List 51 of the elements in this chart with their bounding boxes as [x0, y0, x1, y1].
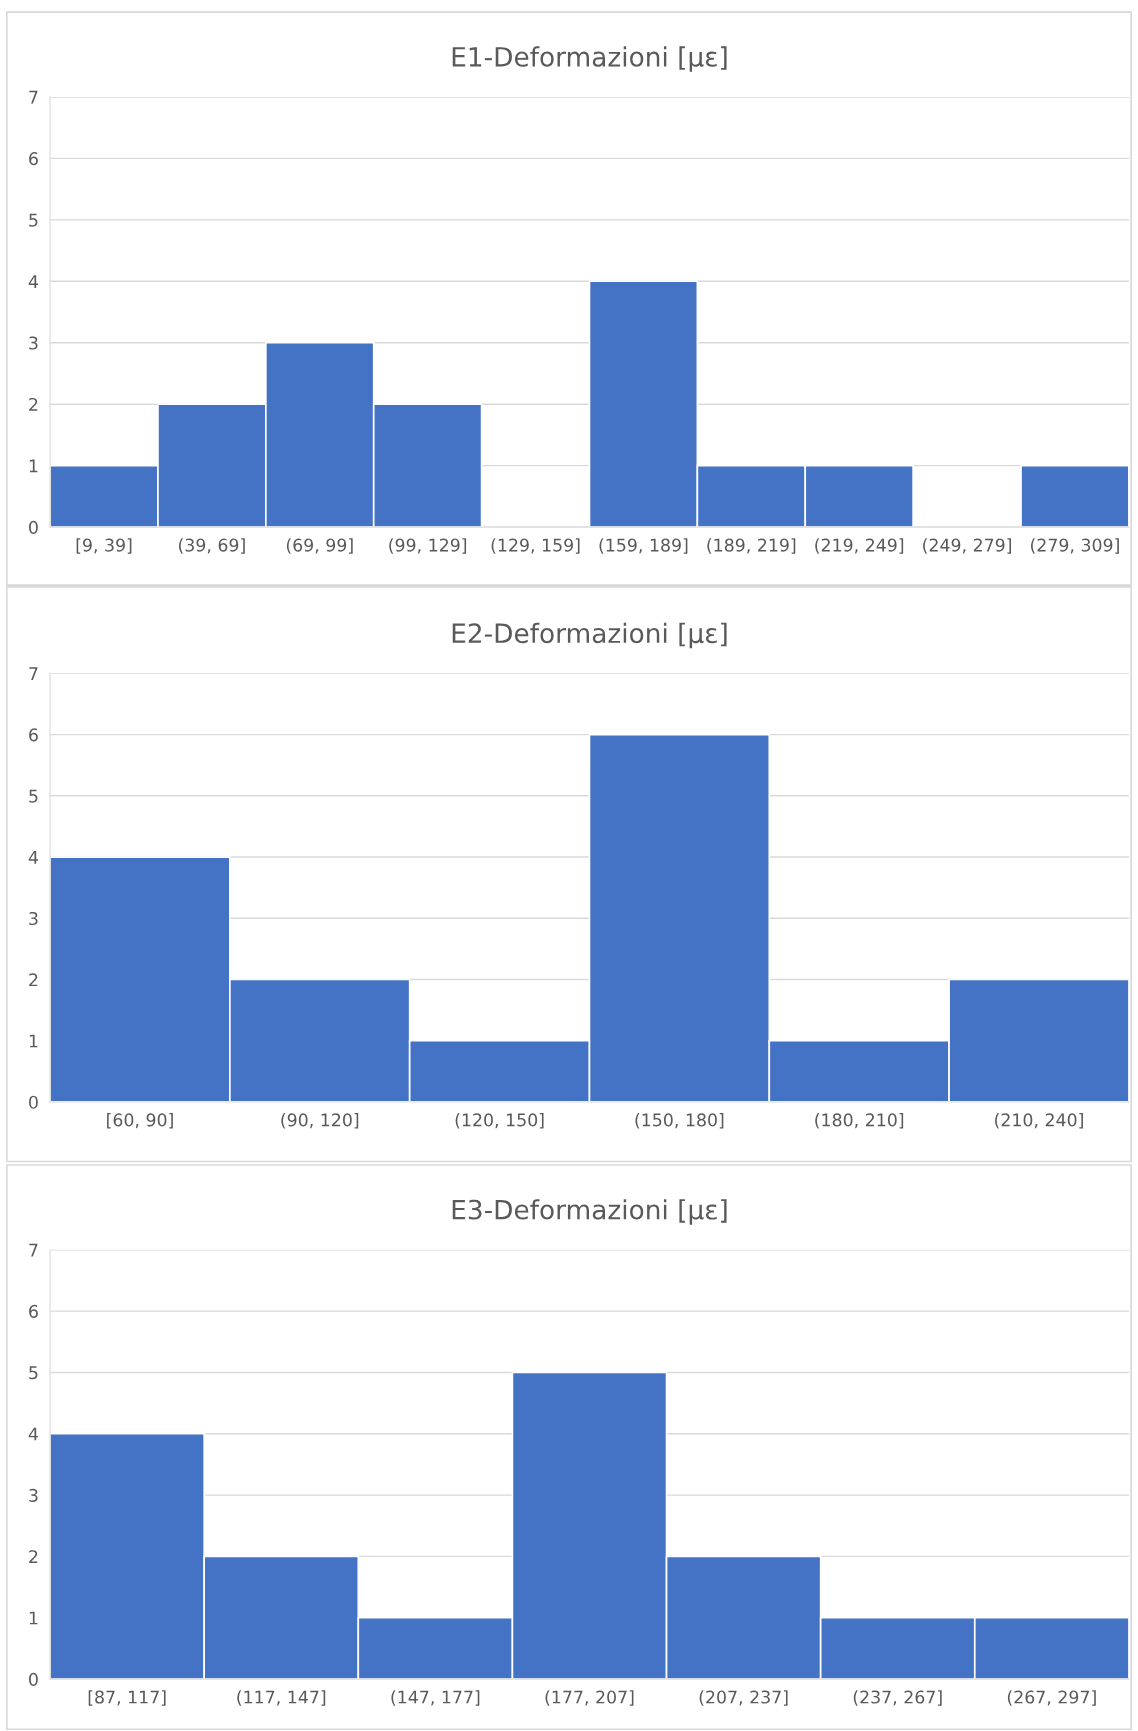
x-tick-label: [87, 117]	[88, 1690, 166, 1706]
x-tick-label: (189, 219]	[707, 538, 796, 554]
y-tick-label: 7	[29, 90, 38, 104]
y-tick-label: 1	[29, 1034, 38, 1048]
y-tick-label: 5	[29, 789, 38, 803]
chart-title: E3-Deformazioni [µε]	[452, 1199, 727, 1225]
bar	[1020, 464, 1129, 528]
y-tick-label: 2	[29, 973, 38, 987]
x-tick-label: (210, 240]	[995, 1113, 1083, 1129]
y-tick-label: 0	[29, 1095, 38, 1109]
x-tick-label: (120, 150]	[455, 1113, 544, 1129]
y-tick-label: 1	[29, 459, 38, 473]
x-tick-label: (159, 189]	[599, 538, 688, 554]
y-tick-label: 2	[29, 1550, 38, 1564]
x-tick-label: (279, 309]	[1031, 538, 1119, 554]
x-tick-label: (207, 237]	[699, 1690, 788, 1706]
y-tick-label: 0	[29, 520, 38, 534]
y-tick-label: 4	[28, 275, 38, 288]
y-tick-label: 6	[29, 728, 38, 742]
y-tick-label: 1	[29, 1611, 38, 1625]
y-tick-label: 3	[29, 336, 38, 350]
chart-title: E2-Deformazioni [µε]	[452, 622, 727, 649]
y-tick-label: 4	[28, 1427, 38, 1441]
x-tick-label: (180, 210]	[815, 1113, 904, 1129]
x-tick-label: [9, 39]	[76, 538, 132, 554]
y-tick-label: 2	[29, 397, 38, 411]
x-tick-label: (237, 267]	[853, 1690, 942, 1706]
x-tick-label: (90, 120]	[281, 1113, 359, 1129]
y-tick-label: 3	[29, 1488, 38, 1502]
y-tick-label: 7	[29, 1243, 38, 1257]
x-tick-label: (69, 99]	[286, 538, 353, 554]
y-tick-label: 5	[29, 213, 38, 227]
x-tick-label: (150, 180]	[635, 1113, 724, 1129]
y-tick-label: 6	[29, 152, 38, 166]
x-tick-label: (147, 177]	[391, 1690, 480, 1706]
chart-title: E1-Deformazioni [µε]	[452, 46, 727, 72]
y-tick-label: 4	[28, 850, 38, 864]
y-tick-label: 3	[29, 911, 38, 926]
y-tick-label: 0	[29, 1672, 38, 1686]
y-tick-label: 7	[29, 667, 38, 680]
y-tick-label: 6	[29, 1304, 38, 1318]
x-tick-label: (267, 297]	[1007, 1690, 1096, 1706]
x-tick-label: (219, 249]	[815, 538, 904, 554]
x-tick-label: (249, 279]	[923, 538, 1012, 554]
y-tick-label: 5	[29, 1366, 38, 1380]
x-tick-label: (177, 207]	[545, 1690, 634, 1706]
x-tick-label: (99, 129]	[389, 538, 467, 554]
x-tick-label: (117, 147]	[237, 1690, 326, 1706]
x-tick-label: (129, 159]	[491, 538, 580, 554]
x-tick-label: (39, 69]	[179, 538, 245, 554]
x-tick-label: [60, 90]	[107, 1113, 173, 1129]
